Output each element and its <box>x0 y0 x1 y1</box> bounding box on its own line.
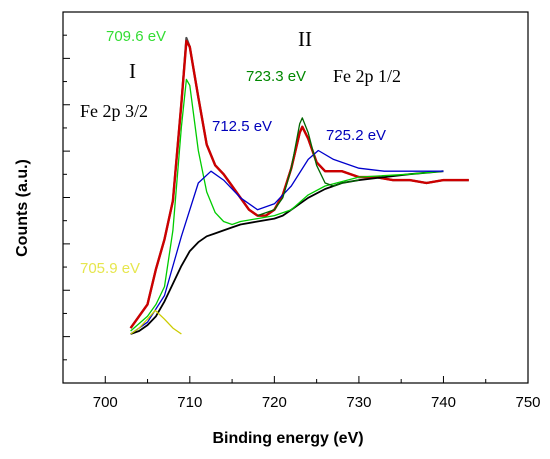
series-line-4 <box>130 149 444 335</box>
series-line-6 <box>130 309 182 335</box>
y-axis-ticks <box>63 11 70 384</box>
annotation-label: 723.3 eV <box>246 68 306 85</box>
x-tick-label: 730 <box>346 394 371 411</box>
y-axis-title: Counts (a.u.) <box>14 159 31 257</box>
series-line-2 <box>130 170 444 335</box>
x-tick-label: 750 <box>515 394 540 411</box>
x-tick-label: 720 <box>262 394 287 411</box>
annotation-label: Fe 2p 1/2 <box>333 66 401 86</box>
annotation-label: I <box>129 59 136 83</box>
x-tick-label: 710 <box>177 394 202 411</box>
x-tick-label: 700 <box>93 394 118 411</box>
x-axis-ticks: 700 710 720 730 740 750 <box>62 376 541 411</box>
annotation-label: II <box>298 27 312 51</box>
series-line-3 <box>130 78 444 332</box>
annotation-label: 709.6 eV <box>106 28 166 45</box>
annotation-label: Fe 2p 3/2 <box>80 101 148 121</box>
x-axis-title: Binding energy (eV) <box>212 430 363 447</box>
series-layer <box>129 36 469 335</box>
annotation-label: 712.5 eV <box>212 118 272 135</box>
x-tick-label: 740 <box>431 394 456 411</box>
annotation-label: 725.2 eV <box>326 127 386 144</box>
annotation-label: 705.9 eV <box>80 260 140 277</box>
series-line-5 <box>257 117 360 217</box>
